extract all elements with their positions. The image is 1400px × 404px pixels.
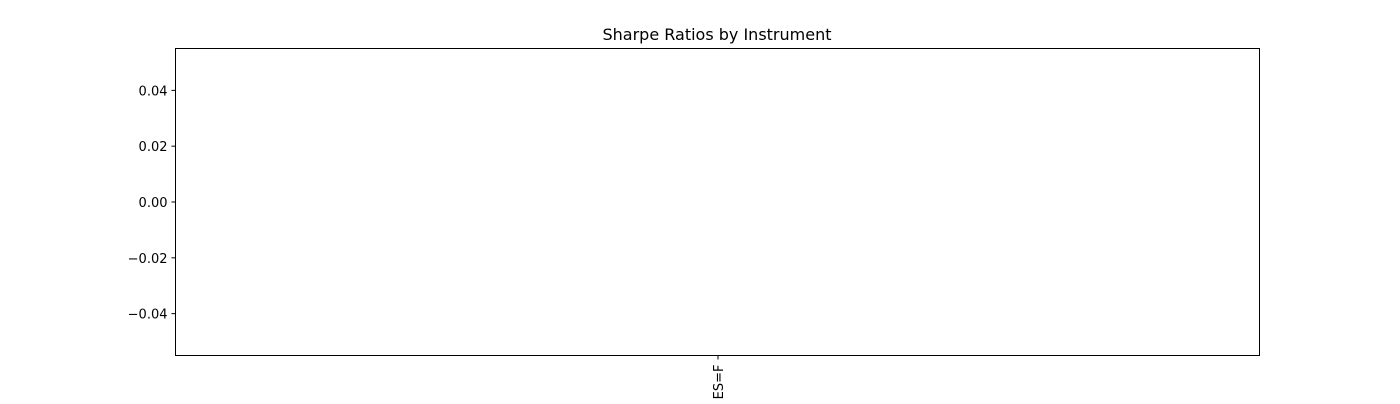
y-tick-label: 0.00: [139, 196, 168, 211]
y-tick-label: 0.02: [139, 140, 168, 155]
chart-title: Sharpe Ratios by Instrument: [602, 25, 831, 44]
y-axis: 0.04 0.02 0.00 −0.02 −0.04: [128, 84, 176, 323]
x-tick-label: ES=F: [712, 365, 727, 400]
y-tick-label: −0.02: [128, 252, 168, 267]
y-tick-label: 0.04: [139, 84, 168, 99]
x-axis: ES=F: [712, 355, 727, 400]
y-tick-label: −0.04: [128, 308, 168, 323]
plot-area-frame: [175, 48, 1260, 356]
